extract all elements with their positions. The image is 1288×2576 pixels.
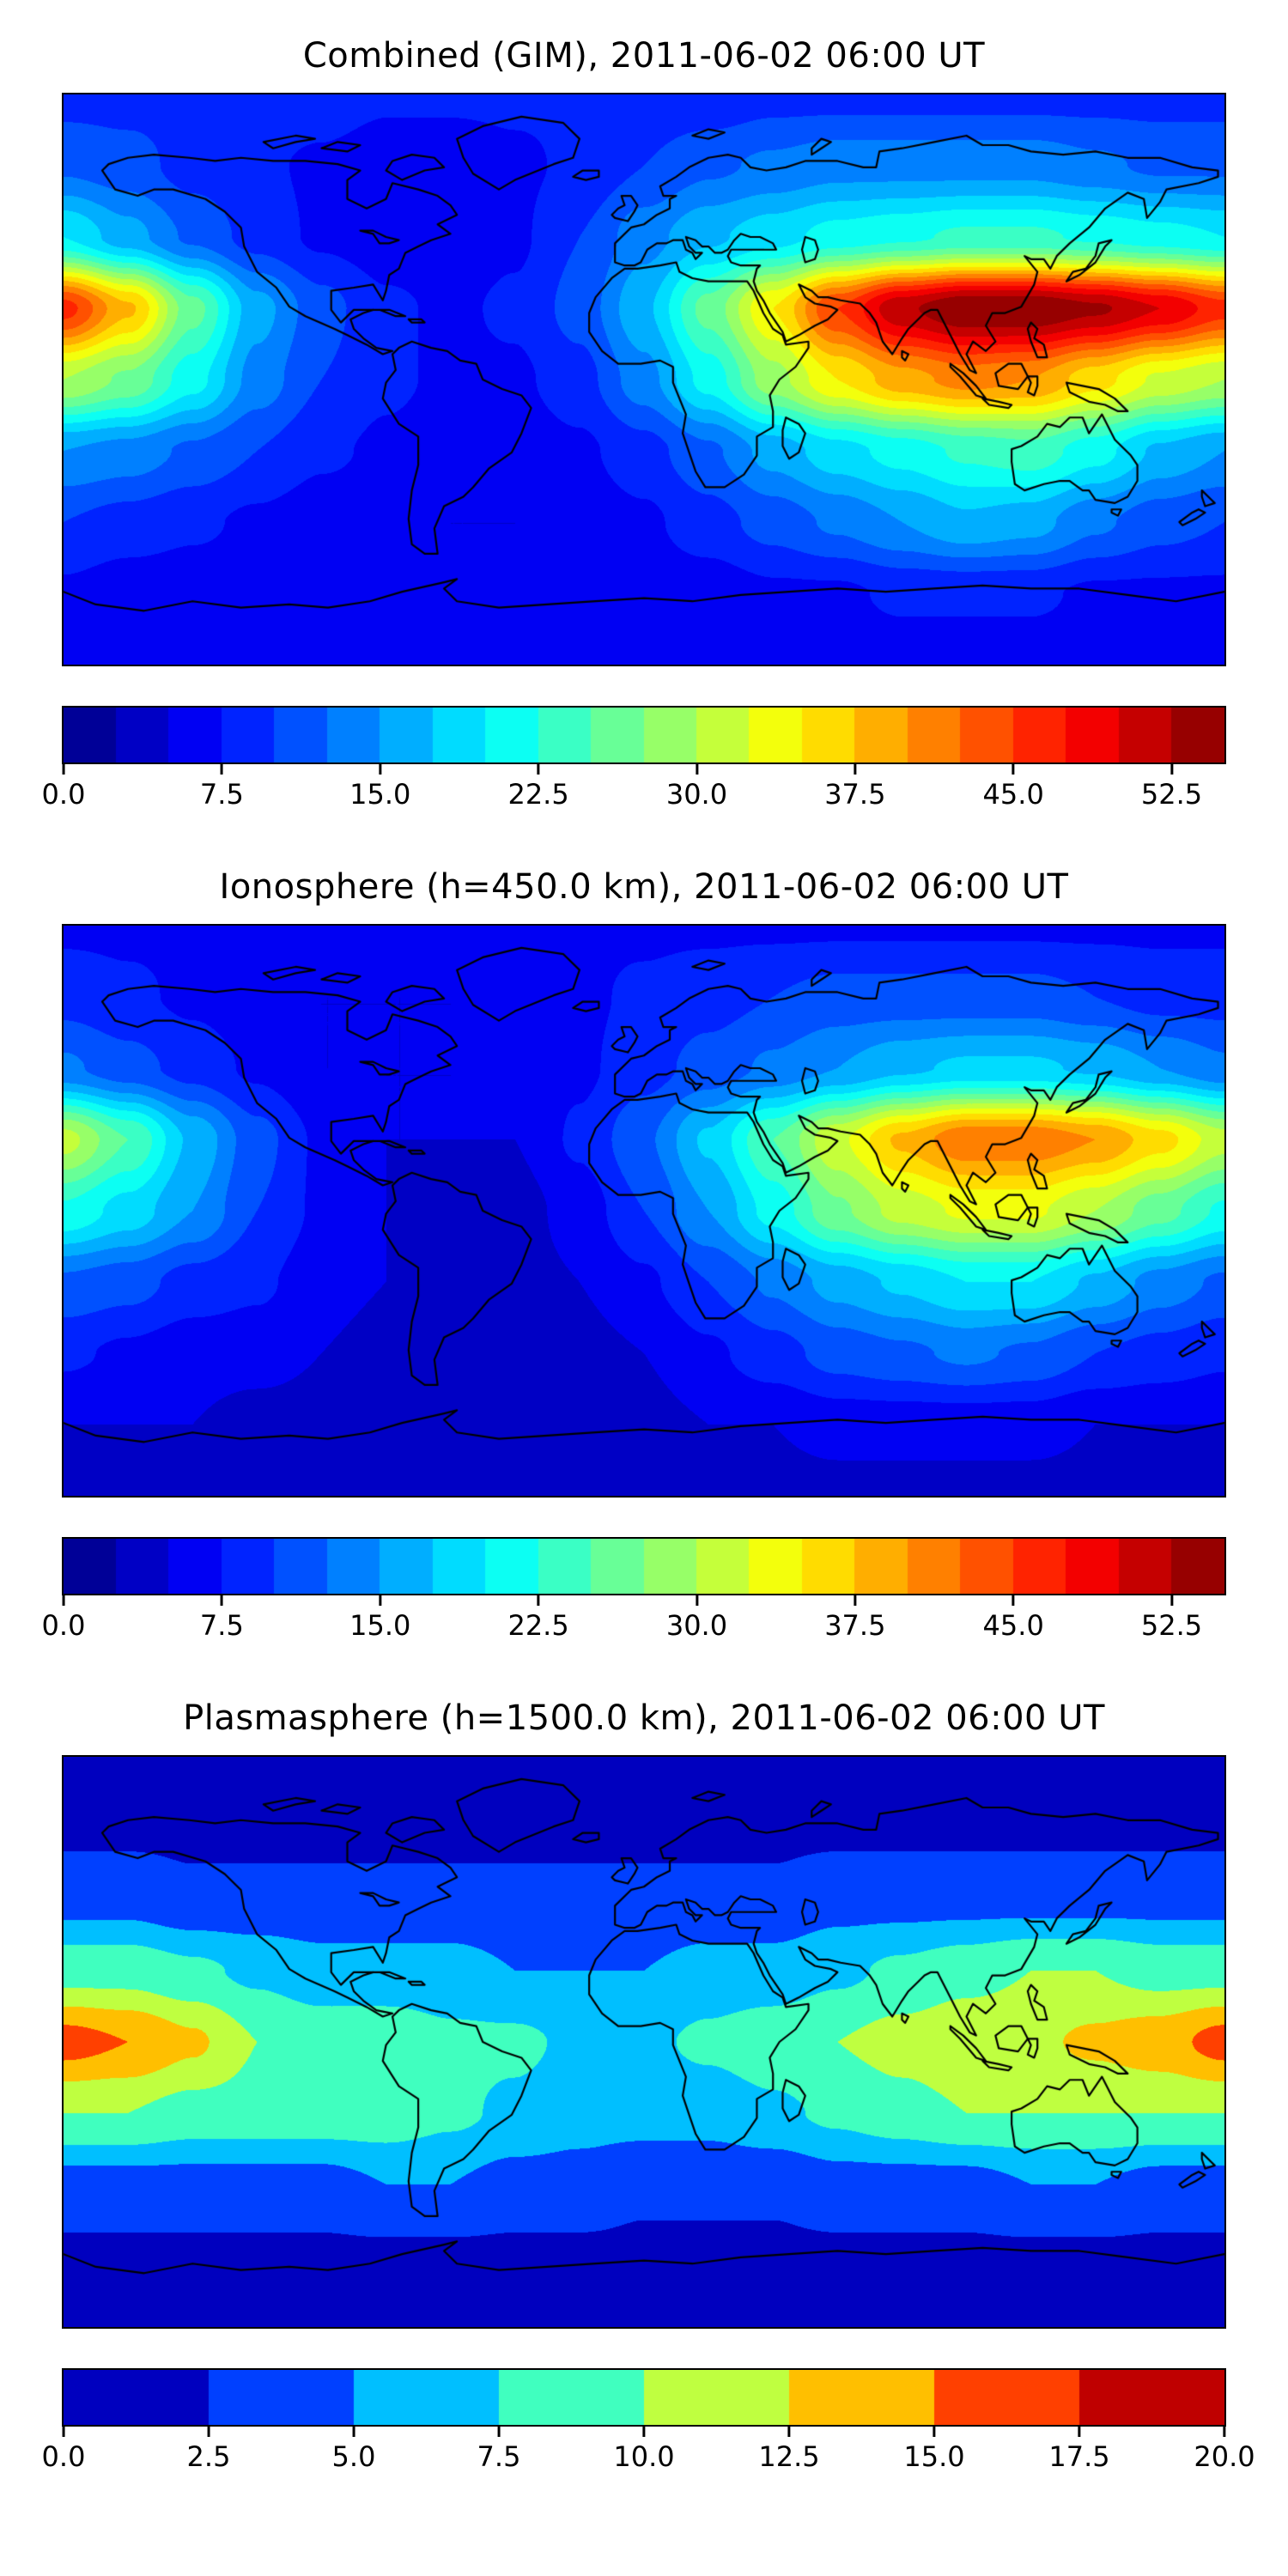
colorbar-tick-mark — [1012, 764, 1015, 775]
colorbar-tick: 10.0 — [613, 2427, 675, 2473]
colorbar-tick: 45.0 — [983, 1595, 1044, 1642]
colorbar-tick-label: 30.0 — [665, 778, 728, 811]
panel-title-ionosphere: Ionosphere (h=450.0 km), 2011-06-02 06:0… — [219, 867, 1069, 907]
colorbar-tick-mark — [537, 764, 540, 775]
panel-plasmasphere: Plasmasphere (h=1500.0 km), 2011-06-02 0… — [42, 1698, 1255, 2480]
colorbar-tick: 20.0 — [1194, 2427, 1255, 2473]
colorbar-tick-label: 52.5 — [1140, 778, 1203, 811]
colorbar-ticks-ionosphere: 0.0 7.5 15.0 22.5 30.0 37.5 45.0 52.5 — [42, 1595, 1224, 1649]
colorbar-tick-label: 2.5 — [186, 2440, 231, 2473]
colorbar-tick-mark — [497, 2427, 501, 2437]
colorbar-ticks-plasmasphere: 0.0 2.5 5.0 7.5 10.0 12.5 15.0 17.5 20.0 — [42, 2427, 1255, 2480]
map-canvas-combined — [62, 93, 1226, 666]
colorbar-tick-label: 45.0 — [982, 1609, 1044, 1642]
colorbar-tick-label: 20.0 — [1194, 2440, 1255, 2473]
colorbar-tick-mark — [207, 2427, 210, 2437]
colorbar-tick: 7.5 — [200, 1595, 244, 1642]
colorbar-tick: 30.0 — [666, 1595, 727, 1642]
colorbar-tick-label: 7.5 — [199, 1609, 244, 1642]
map-canvas-ionosphere — [62, 924, 1226, 1498]
colorbar-tick-label: 37.5 — [824, 1609, 886, 1642]
colorbar-tick-label: 22.5 — [507, 778, 569, 811]
colorbar-tick-label: 0.0 — [41, 1609, 86, 1642]
colorbar-tick: 12.5 — [758, 2427, 820, 2473]
colorbar-canvas-plasmasphere — [62, 2368, 1226, 2427]
colorbar-tick-label: 15.0 — [349, 1609, 411, 1642]
colorbar-tick-label: 15.0 — [349, 778, 411, 811]
colorbar-tick-mark — [854, 764, 857, 775]
colorbar-tick-label: 7.5 — [477, 2440, 521, 2473]
colorbar-plasmasphere: 0.0 2.5 5.0 7.5 10.0 12.5 15.0 17.5 20.0 — [42, 2368, 1255, 2480]
colorbar-tick: 22.5 — [507, 764, 569, 811]
colorbar-canvas-combined — [62, 706, 1226, 764]
colorbar-tick-mark — [933, 2427, 936, 2437]
colorbar-tick-mark — [1223, 2427, 1226, 2437]
colorbar-tick-mark — [1012, 1595, 1015, 1606]
colorbar-tick-mark — [379, 1595, 382, 1606]
colorbar-tick-label: 12.5 — [758, 2440, 820, 2473]
colorbar-tick-mark — [787, 2427, 791, 2437]
colorbar-tick: 15.0 — [349, 1595, 410, 1642]
colorbar-tick-label: 10.0 — [613, 2440, 675, 2473]
colorbar-tick: 0.0 — [41, 1595, 86, 1642]
colorbar-tick: 7.5 — [200, 764, 244, 811]
colorbar-tick: 15.0 — [349, 764, 410, 811]
colorbar-tick-label: 7.5 — [199, 778, 244, 811]
colorbar-tick-mark — [352, 2427, 355, 2437]
colorbar-tick: 5.0 — [331, 2427, 376, 2473]
colorbar-ticks-combined: 0.0 7.5 15.0 22.5 30.0 37.5 45.0 52.5 — [42, 764, 1224, 817]
colorbar-tick: 0.0 — [41, 764, 86, 811]
colorbar-tick-mark — [642, 2427, 646, 2437]
colorbar-tick-label: 0.0 — [41, 778, 86, 811]
colorbar-combined: 0.0 7.5 15.0 22.5 30.0 37.5 45.0 52.5 — [42, 706, 1226, 817]
colorbar-tick-mark — [220, 764, 223, 775]
colorbar-tick: 37.5 — [824, 764, 885, 811]
colorbar-tick: 0.0 — [41, 2427, 86, 2473]
colorbar-tick-label: 22.5 — [507, 1609, 569, 1642]
colorbar-tick: 52.5 — [1141, 764, 1202, 811]
panel-title-plasmasphere: Plasmasphere (h=1500.0 km), 2011-06-02 0… — [183, 1698, 1105, 1738]
colorbar-tick-mark — [854, 1595, 857, 1606]
colorbar-tick-label: 45.0 — [982, 778, 1044, 811]
colorbar-tick-mark — [1170, 764, 1174, 775]
colorbar-tick-mark — [379, 764, 382, 775]
colorbar-tick: 45.0 — [983, 764, 1044, 811]
colorbar-tick: 30.0 — [666, 764, 727, 811]
colorbar-tick: 37.5 — [824, 1595, 885, 1642]
colorbar-tick: 22.5 — [507, 1595, 569, 1642]
colorbar-tick-mark — [695, 1595, 698, 1606]
colorbar-tick-mark — [220, 1595, 223, 1606]
colorbar-tick-label: 0.0 — [41, 2440, 86, 2473]
colorbar-tick-label: 5.0 — [331, 2440, 376, 2473]
panel-ionosphere: Ionosphere (h=450.0 km), 2011-06-02 06:0… — [42, 867, 1226, 1649]
colorbar-tick: 52.5 — [1141, 1595, 1202, 1642]
panel-combined: Combined (GIM), 2011-06-02 06:00 UT 0.0 7… — [42, 36, 1226, 817]
map-canvas-plasmasphere — [62, 1755, 1226, 2329]
colorbar-canvas-ionosphere — [62, 1537, 1226, 1595]
colorbar-tick-label: 30.0 — [665, 1609, 728, 1642]
colorbar-tick-label: 37.5 — [824, 778, 886, 811]
colorbar-tick-mark — [1170, 1595, 1174, 1606]
colorbar-ionosphere: 0.0 7.5 15.0 22.5 30.0 37.5 45.0 52.5 — [42, 1537, 1226, 1649]
colorbar-tick-mark — [62, 1595, 65, 1606]
colorbar-tick: 7.5 — [477, 2427, 521, 2473]
colorbar-tick-mark — [62, 2427, 65, 2437]
colorbar-tick-mark — [1078, 2427, 1081, 2437]
panel-title-combined: Combined (GIM), 2011-06-02 06:00 UT — [302, 36, 986, 76]
colorbar-tick: 15.0 — [903, 2427, 965, 2473]
colorbar-tick-label: 52.5 — [1140, 1609, 1203, 1642]
colorbar-tick: 2.5 — [186, 2427, 231, 2473]
colorbar-tick: 17.5 — [1048, 2427, 1110, 2473]
colorbar-tick-label: 17.5 — [1048, 2440, 1110, 2473]
colorbar-tick-mark — [62, 764, 65, 775]
colorbar-tick-mark — [695, 764, 698, 775]
colorbar-tick-label: 15.0 — [903, 2440, 965, 2473]
colorbar-tick-mark — [537, 1595, 540, 1606]
